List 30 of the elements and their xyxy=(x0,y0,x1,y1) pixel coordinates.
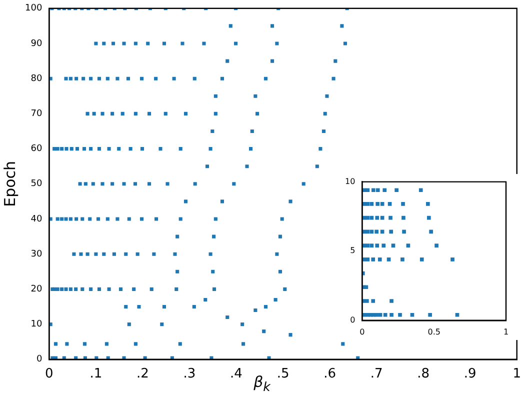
x-tick-label: .5 xyxy=(276,366,290,382)
y-tick-label: 5 xyxy=(350,246,356,256)
x-tick-label: .8 xyxy=(417,366,430,382)
x-tick-label: .7 xyxy=(370,366,383,382)
y-tick-label: 60 xyxy=(30,144,42,154)
y-tick-label: 50 xyxy=(30,179,42,190)
y-tick-label: 90 xyxy=(30,38,42,49)
y-tick-label: 10 xyxy=(30,320,42,330)
x-tick-label: .2 xyxy=(136,366,149,382)
y-tick-label: 40 xyxy=(30,214,42,224)
y-tick-label: 30 xyxy=(30,249,42,260)
x-tick-label: 1 xyxy=(503,327,509,336)
x-tick-label: .1 xyxy=(90,366,102,382)
x-tick-label: .3 xyxy=(183,366,196,382)
x-tick-label: .6 xyxy=(324,366,336,382)
y-tick-label: 10 xyxy=(344,176,356,186)
x-tick-label: .9 xyxy=(464,366,476,382)
x-tick-label: 1 xyxy=(512,366,522,382)
y-tick-label: 100 xyxy=(24,4,42,14)
y-tick-label: 0 xyxy=(350,315,356,324)
y-tick-label: 0 xyxy=(36,354,42,365)
y-tick-label: 80 xyxy=(30,74,42,84)
y-axis-title: Epoch xyxy=(0,160,19,207)
x-tick-label: 0 xyxy=(45,366,54,382)
x-tick-label: 0.5 xyxy=(428,327,440,336)
y-tick-label: 20 xyxy=(30,284,42,295)
y-tick-label: 70 xyxy=(30,109,42,120)
x-tick-label: 0 xyxy=(360,327,365,336)
x-axis-title: β$_{k}$ xyxy=(254,373,270,394)
x-tick-label: .4 xyxy=(230,366,242,382)
